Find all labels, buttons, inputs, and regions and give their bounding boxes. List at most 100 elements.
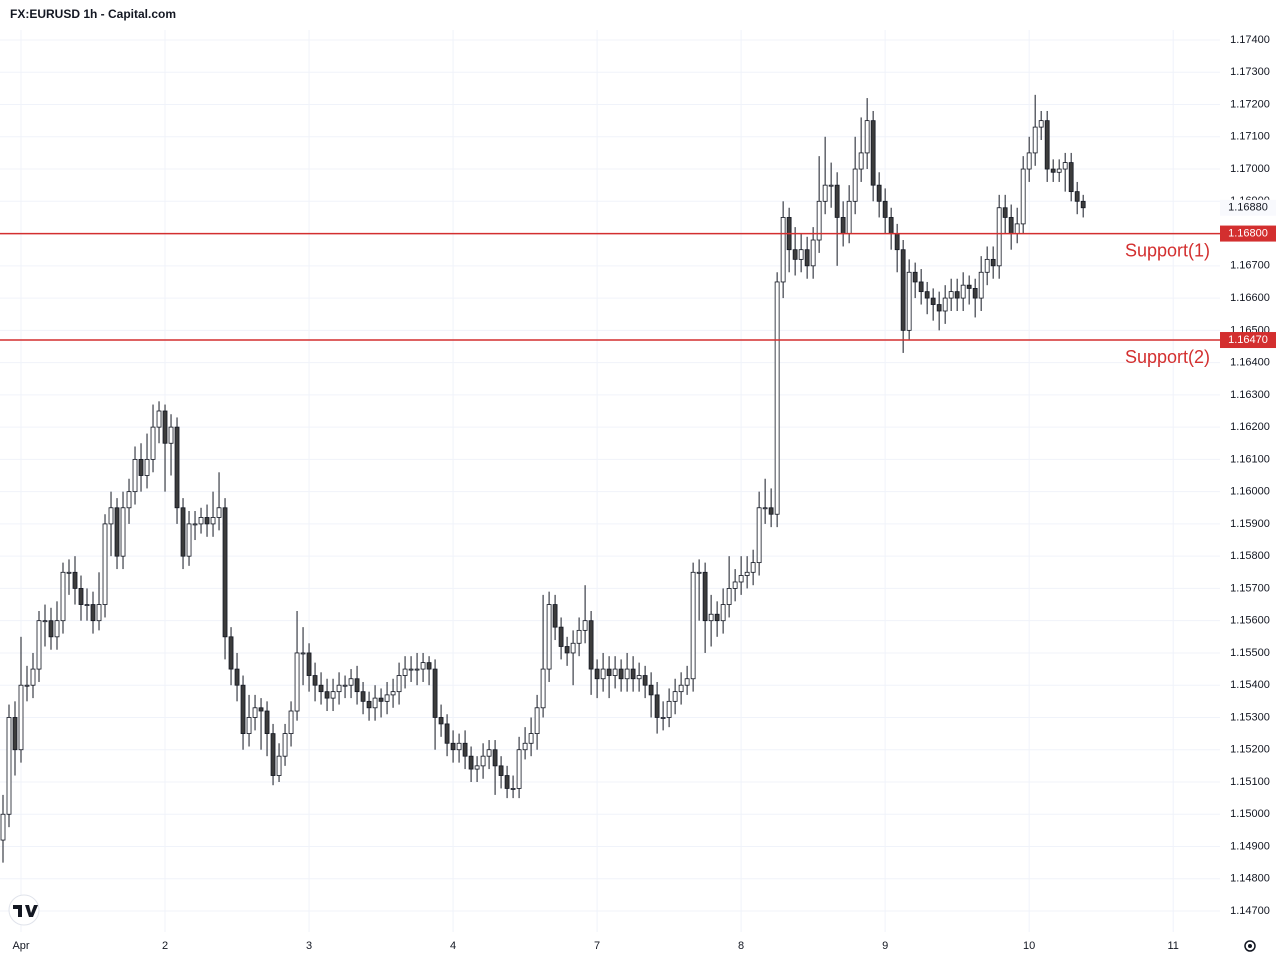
candle-body xyxy=(486,749,492,757)
candle-body xyxy=(606,668,612,676)
candle-body xyxy=(18,684,24,751)
candle-body xyxy=(972,288,978,299)
candle-body xyxy=(990,258,996,267)
candle-body xyxy=(474,765,480,770)
candle-body xyxy=(714,613,720,622)
candle-body xyxy=(522,742,528,751)
candle-body xyxy=(288,710,294,734)
candle-body xyxy=(600,668,606,680)
y-tick-label: 1.16300 xyxy=(1230,389,1270,401)
candle-body xyxy=(210,517,216,525)
overlays: 1.16800 Support(1) 1.16470 Support(2) 1.1688… xyxy=(0,199,1276,367)
candle-body xyxy=(744,571,750,576)
candle-body xyxy=(120,507,126,557)
candle-body xyxy=(336,684,342,693)
candle-body xyxy=(54,620,60,638)
candle-body xyxy=(1008,217,1014,234)
candle-body xyxy=(384,694,390,702)
candle-body xyxy=(834,184,840,218)
candle-body xyxy=(228,636,234,670)
candle-body xyxy=(114,507,120,557)
settings-icon[interactable] xyxy=(1244,940,1256,952)
candle-body xyxy=(984,258,990,273)
candle-body xyxy=(618,668,624,680)
candle-body xyxy=(366,700,372,709)
y-tick-label: 1.15100 xyxy=(1230,776,1270,788)
x-tick-label: 11 xyxy=(1167,940,1178,952)
x-tick-label: 4 xyxy=(450,940,456,952)
candle-body xyxy=(396,675,402,693)
candle-body xyxy=(852,168,858,202)
candle-body xyxy=(84,604,90,606)
candle-body xyxy=(450,742,456,751)
candle-body xyxy=(456,742,462,751)
candle-body xyxy=(738,575,744,583)
y-tick-label: 1.14700 xyxy=(1230,905,1270,917)
candle-body xyxy=(630,668,636,680)
candle-body xyxy=(1044,120,1050,170)
candle-body xyxy=(756,507,762,564)
candle-body xyxy=(240,684,246,734)
candle-body xyxy=(798,249,804,260)
candle-body xyxy=(264,710,270,734)
y-tick-label: 1.16100 xyxy=(1230,453,1270,465)
x-tick-label: 3 xyxy=(306,940,312,952)
candle-body xyxy=(858,152,864,170)
candle-body xyxy=(690,571,696,680)
candles xyxy=(0,94,1086,863)
candle-body xyxy=(546,604,552,670)
candle-body xyxy=(132,458,138,493)
candle-body xyxy=(168,426,174,444)
candle-body xyxy=(582,620,588,631)
last-price-label: 1.16880 xyxy=(1228,202,1268,214)
candle-body xyxy=(234,668,240,686)
candle-body xyxy=(864,120,870,154)
candle-body xyxy=(402,668,408,676)
candle-body xyxy=(948,291,954,299)
candle-body xyxy=(684,678,690,686)
level-label: 1.16800 xyxy=(1228,227,1268,239)
candle-body xyxy=(90,604,96,622)
candle-body xyxy=(312,675,318,686)
candle-body xyxy=(528,733,534,744)
candle-body xyxy=(354,678,360,693)
candle-body xyxy=(936,304,942,312)
candle-body xyxy=(276,755,282,776)
candle-body xyxy=(198,517,204,525)
candle-body xyxy=(342,684,348,687)
logo xyxy=(8,894,40,926)
candle-body xyxy=(1038,120,1044,128)
y-tick-label: 1.16600 xyxy=(1230,292,1270,304)
candle-body xyxy=(222,507,228,638)
candle-body xyxy=(270,733,276,776)
candle-body xyxy=(804,249,810,267)
candle-body xyxy=(1032,126,1038,154)
candle-body xyxy=(654,694,660,718)
candle-body xyxy=(102,523,108,605)
candle-body xyxy=(66,571,72,574)
candle-body xyxy=(720,604,726,622)
candle-body xyxy=(942,297,948,312)
candle-body xyxy=(246,717,252,734)
candle-body xyxy=(1068,162,1074,193)
candle-body xyxy=(678,684,684,693)
y-tick-label: 1.16000 xyxy=(1230,486,1270,498)
candle-body xyxy=(792,249,798,260)
candle-body xyxy=(708,613,714,622)
candle-body xyxy=(180,507,186,557)
candle-body xyxy=(762,507,768,510)
candle-body xyxy=(882,200,888,218)
level-label-box xyxy=(1220,225,1276,242)
candle-body xyxy=(912,271,918,283)
candle-body xyxy=(1056,168,1062,173)
candle-body xyxy=(348,678,354,686)
candle-body xyxy=(1074,191,1080,202)
candle-body xyxy=(192,523,198,526)
candle-body xyxy=(282,733,288,757)
candle-body xyxy=(702,571,708,622)
candle-body xyxy=(0,813,6,841)
y-tick-label: 1.16400 xyxy=(1230,357,1270,369)
candle-body xyxy=(324,691,330,699)
candle-body xyxy=(12,717,18,751)
